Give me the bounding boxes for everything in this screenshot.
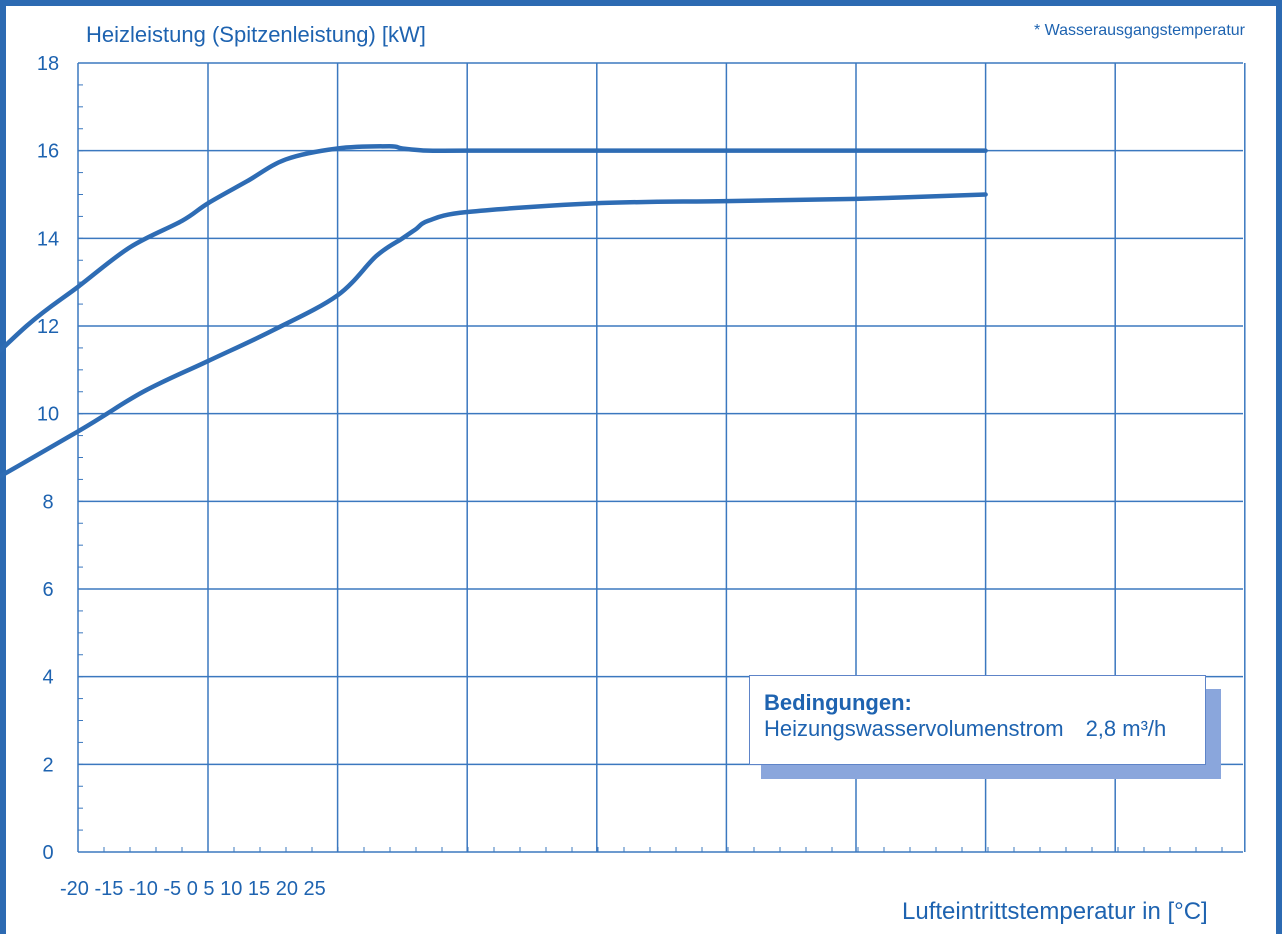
x-tick-label: -20: [60, 878, 89, 900]
x-tick-label: -10: [123, 878, 157, 900]
y-tick-label: 16: [37, 141, 59, 163]
series-line-1: [0, 192, 988, 479]
footnote: * Wasserausgangstemperatur: [1033, 22, 1245, 39]
y-tick-label: 0: [42, 842, 53, 864]
conditions-box: Bedingungen: Heizungswasservolumenstrom 2…: [749, 675, 1206, 765]
y-tick-label: 6: [42, 579, 53, 601]
y-tick-label: 18: [37, 53, 59, 75]
x-tick-label: 10: [215, 878, 243, 900]
x-tick-label: 0: [181, 878, 198, 900]
x-tick-labels: -20 -15 -10 -5 0 5 10 15 20 25: [60, 878, 326, 900]
y-tick-label: 12: [37, 316, 59, 338]
y-tick-label: 4: [42, 667, 53, 689]
conditions-value: 2,8 m³/h: [1085, 716, 1167, 741]
y-axis-title: Heizleistung (Spitzenleistung) [kW]: [86, 22, 426, 47]
x-tick-label: -5: [158, 878, 181, 900]
y-tick-label: 2: [42, 754, 53, 776]
conditions-label: Heizungswasservolumenstrom: [764, 716, 1064, 741]
x-tick-label: 25: [298, 878, 326, 900]
conditions-title: Bedingungen:: [764, 690, 912, 715]
x-tick-label: 5: [198, 878, 215, 900]
y-tick-label: 14: [37, 228, 59, 250]
conditions-row: Heizungswasservolumenstrom 2,8 m³/h: [764, 716, 1205, 742]
x-tick-label: -15: [89, 878, 123, 900]
x-tick-label: 15: [242, 878, 270, 900]
y-tick-label: 10: [37, 404, 59, 426]
x-tick-label: 20: [270, 878, 298, 900]
y-tick-label: 8: [42, 491, 53, 513]
series-line-0: [0, 144, 988, 354]
x-axis-title: Lufteintrittstemperatur in [°C]: [902, 898, 1208, 925]
